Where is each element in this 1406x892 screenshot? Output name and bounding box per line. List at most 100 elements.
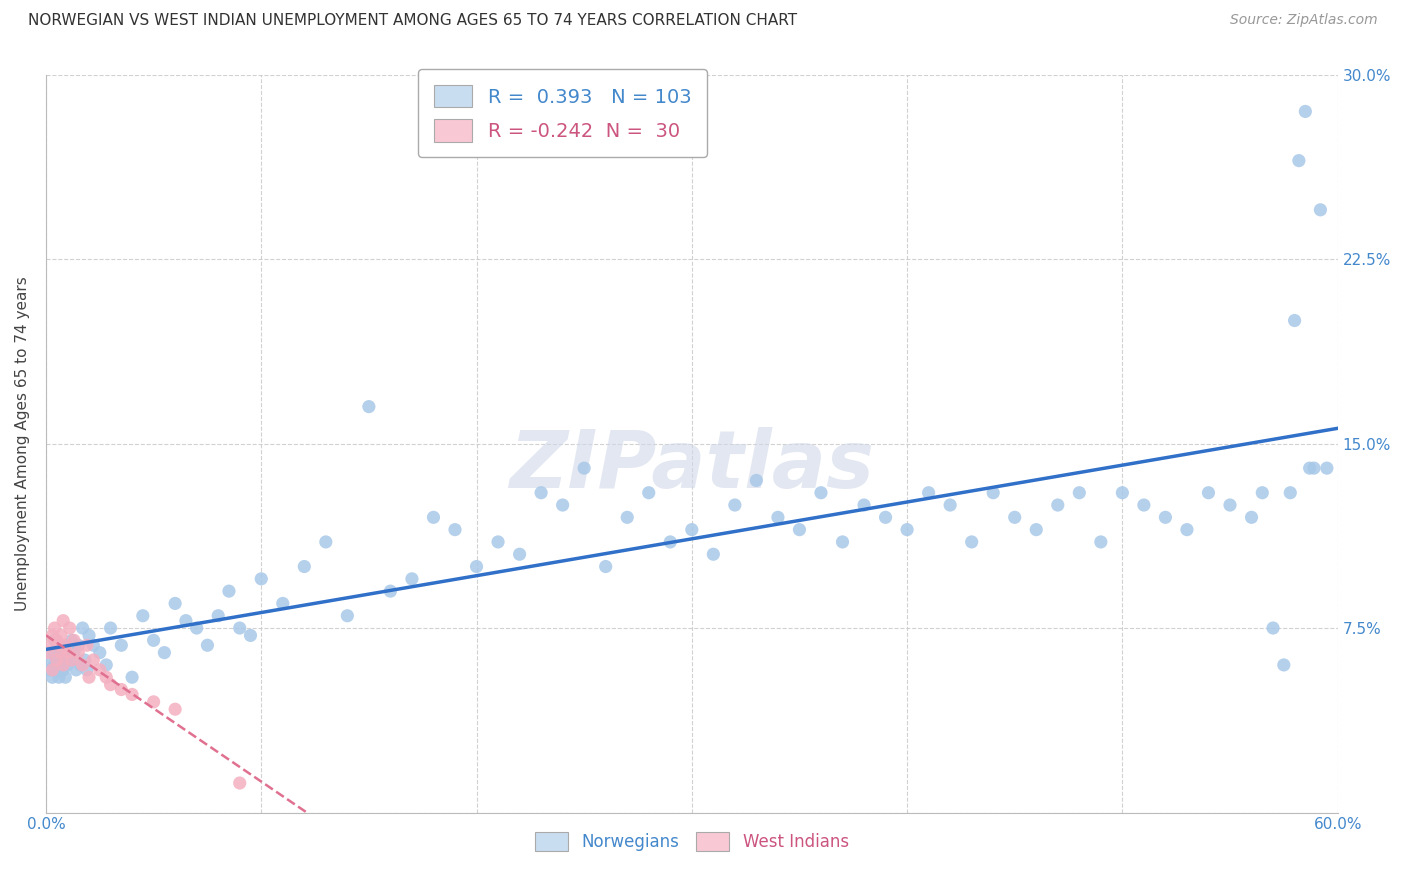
Point bbox=[702, 547, 724, 561]
Point bbox=[1298, 461, 1320, 475]
Point bbox=[82, 653, 104, 667]
Point bbox=[65, 663, 87, 677]
Point bbox=[77, 628, 100, 642]
Point bbox=[153, 646, 176, 660]
Point bbox=[110, 638, 132, 652]
Point bbox=[121, 688, 143, 702]
Point bbox=[41, 663, 63, 677]
Point bbox=[56, 638, 79, 652]
Point bbox=[41, 646, 63, 660]
Point bbox=[37, 653, 59, 667]
Point bbox=[53, 638, 76, 652]
Point bbox=[49, 628, 72, 642]
Point bbox=[960, 535, 983, 549]
Point bbox=[1090, 535, 1112, 549]
Point bbox=[292, 559, 315, 574]
Point bbox=[45, 663, 67, 677]
Point bbox=[59, 653, 82, 667]
Point bbox=[637, 485, 659, 500]
Point bbox=[981, 485, 1004, 500]
Point bbox=[174, 614, 197, 628]
Point bbox=[875, 510, 897, 524]
Point bbox=[853, 498, 876, 512]
Point bbox=[67, 638, 90, 652]
Point bbox=[52, 646, 75, 660]
Point bbox=[132, 608, 155, 623]
Point bbox=[110, 682, 132, 697]
Point bbox=[59, 621, 82, 635]
Point bbox=[69, 657, 91, 672]
Point bbox=[509, 547, 531, 561]
Point bbox=[44, 657, 66, 672]
Point bbox=[82, 638, 104, 652]
Point bbox=[1198, 485, 1220, 500]
Point bbox=[41, 628, 63, 642]
Point bbox=[810, 485, 832, 500]
Point bbox=[121, 670, 143, 684]
Point bbox=[486, 535, 509, 549]
Point bbox=[89, 646, 111, 660]
Point bbox=[45, 653, 67, 667]
Point bbox=[207, 608, 229, 623]
Point bbox=[336, 608, 359, 623]
Point bbox=[1175, 523, 1198, 537]
Point bbox=[44, 621, 66, 635]
Point bbox=[724, 498, 747, 512]
Point bbox=[1025, 523, 1047, 537]
Point bbox=[165, 596, 187, 610]
Point bbox=[465, 559, 488, 574]
Point bbox=[357, 400, 380, 414]
Point bbox=[572, 461, 595, 475]
Point bbox=[56, 646, 79, 660]
Point bbox=[1111, 485, 1133, 500]
Point bbox=[67, 646, 90, 660]
Point bbox=[60, 653, 83, 667]
Point bbox=[444, 523, 467, 537]
Point bbox=[37, 646, 59, 660]
Point bbox=[659, 535, 682, 549]
Point bbox=[45, 650, 67, 665]
Point bbox=[45, 633, 67, 648]
Point bbox=[1288, 153, 1310, 168]
Point bbox=[789, 523, 811, 537]
Point bbox=[939, 498, 962, 512]
Point bbox=[142, 695, 165, 709]
Point bbox=[52, 657, 75, 672]
Point bbox=[52, 614, 75, 628]
Text: ZIPatlas: ZIPatlas bbox=[509, 426, 875, 505]
Point bbox=[48, 638, 70, 652]
Point bbox=[1004, 510, 1026, 524]
Point bbox=[422, 510, 444, 524]
Point bbox=[53, 670, 76, 684]
Point bbox=[49, 646, 72, 660]
Point bbox=[401, 572, 423, 586]
Point bbox=[39, 663, 62, 677]
Point bbox=[315, 535, 337, 549]
Point bbox=[44, 633, 66, 648]
Text: Source: ZipAtlas.com: Source: ZipAtlas.com bbox=[1230, 13, 1378, 28]
Point bbox=[1240, 510, 1263, 524]
Point bbox=[39, 638, 62, 652]
Point bbox=[228, 621, 250, 635]
Point bbox=[60, 633, 83, 648]
Point bbox=[77, 670, 100, 684]
Point bbox=[917, 485, 939, 500]
Point bbox=[1294, 104, 1316, 119]
Point bbox=[186, 621, 208, 635]
Point bbox=[100, 678, 122, 692]
Point bbox=[831, 535, 853, 549]
Point bbox=[72, 657, 94, 672]
Point bbox=[53, 650, 76, 665]
Point bbox=[250, 572, 273, 586]
Point bbox=[197, 638, 219, 652]
Point bbox=[1251, 485, 1274, 500]
Point bbox=[551, 498, 574, 512]
Text: NORWEGIAN VS WEST INDIAN UNEMPLOYMENT AMONG AGES 65 TO 74 YEARS CORRELATION CHAR: NORWEGIAN VS WEST INDIAN UNEMPLOYMENT AM… bbox=[28, 13, 797, 29]
Point bbox=[165, 702, 187, 716]
Point bbox=[76, 638, 98, 652]
Point bbox=[271, 596, 294, 610]
Point bbox=[100, 621, 122, 635]
Point bbox=[49, 657, 72, 672]
Point bbox=[96, 670, 118, 684]
Point bbox=[896, 523, 918, 537]
